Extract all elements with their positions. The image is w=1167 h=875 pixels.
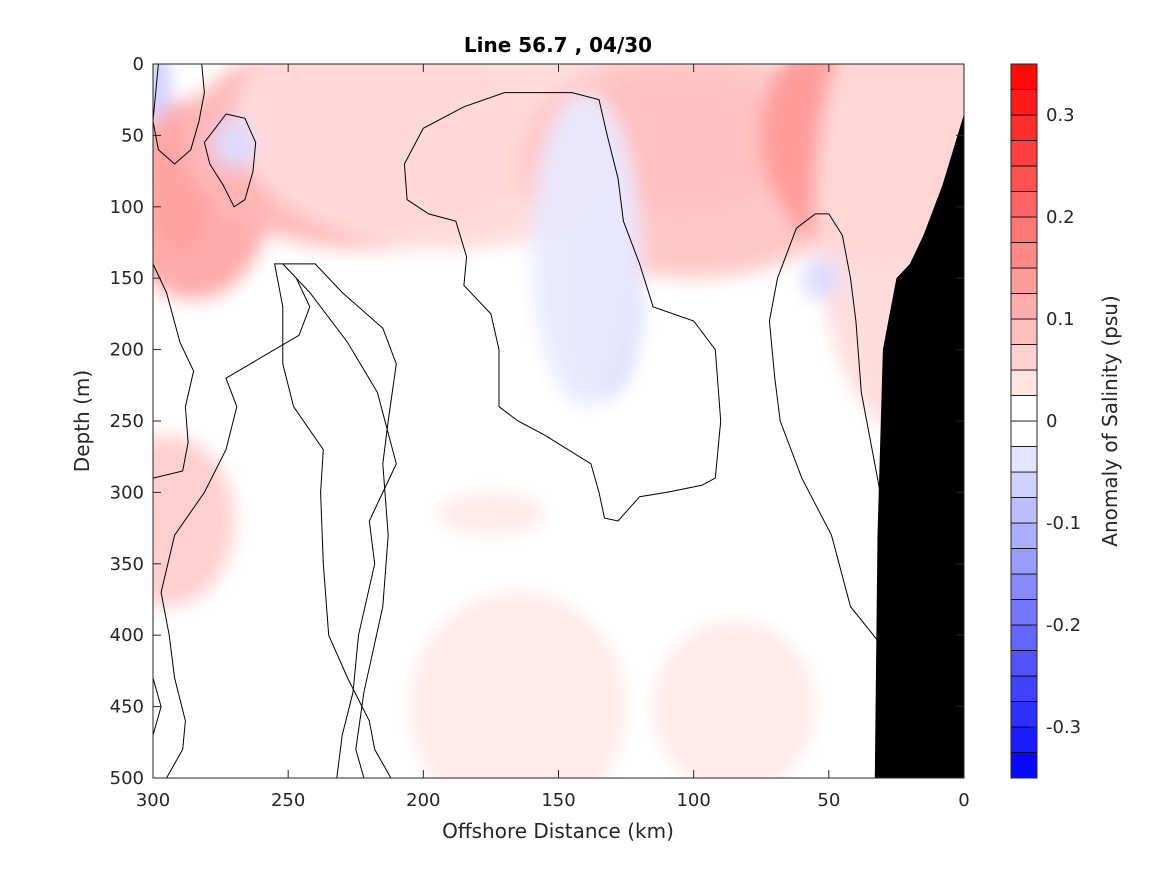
zero-contour-5	[403, 92, 722, 522]
x-tick-label: 150	[541, 790, 575, 811]
colorbar-level	[1010, 420, 1038, 447]
zero-contours	[153, 64, 919, 778]
zero-contour-6	[768, 213, 919, 679]
x-axis-label: Offshore Distance (km)	[442, 819, 674, 843]
anomaly-blob-18	[153, 64, 170, 122]
anomaly-field	[153, 64, 964, 778]
zero-contour-2	[160, 263, 397, 778]
zero-contour-3	[153, 263, 195, 479]
colorbar-tick-label: 0.2	[1046, 207, 1075, 228]
anomaly-blob-15	[531, 92, 640, 407]
colorbar-level	[1010, 395, 1038, 422]
anomaly-blob-13	[436, 492, 545, 536]
y-tick-label: 0	[133, 54, 144, 75]
y-tick-label: 450	[110, 697, 144, 718]
land-mask	[874, 114, 964, 778]
colorbar-tick-label: -0.2	[1046, 615, 1081, 636]
y-tick-label: 250	[110, 411, 144, 432]
colorbar-level	[1010, 471, 1038, 498]
colorbar-level	[1010, 599, 1038, 626]
colorbar-level	[1010, 89, 1038, 116]
x-tick-label: 100	[676, 790, 710, 811]
colorbar-level	[1010, 701, 1038, 728]
colorbar-tick-label: -0.1	[1046, 513, 1081, 534]
y-tick-label: 300	[110, 482, 144, 503]
colorbar-level	[1010, 242, 1038, 269]
colorbar-level	[1010, 446, 1038, 473]
y-tick-label: 200	[110, 340, 144, 361]
x-tick-label: 200	[406, 790, 440, 811]
colorbar-level	[1010, 267, 1038, 294]
colorbar-tick-label: 0.3	[1046, 105, 1075, 126]
y-axis: 0 50 100 150 200 250 300 350 400 450 500	[110, 54, 964, 789]
x-tick-label: 0	[958, 790, 969, 811]
zero-contour-1	[203, 113, 257, 208]
colorbar-level	[1010, 293, 1038, 320]
y-tick-label: 100	[110, 197, 144, 218]
y-axis-label: Depth (m)	[70, 370, 94, 472]
x-tick-label: 250	[271, 790, 305, 811]
colorbar-tick-label: -0.3	[1046, 717, 1081, 738]
anomaly-blob-16	[212, 116, 256, 169]
colorbar-level	[1010, 650, 1038, 677]
colorbar-level	[1010, 548, 1038, 575]
colorbar-level	[1010, 344, 1038, 371]
colorbar-level	[1010, 497, 1038, 524]
colorbar-tick-label: 0	[1046, 411, 1057, 432]
y-tick-label: 500	[110, 768, 144, 789]
y-tick-label: 50	[121, 125, 144, 146]
colorbar-level	[1010, 726, 1038, 753]
x-tick-label: 50	[817, 790, 840, 811]
colorbar-tick-label: 0.1	[1046, 309, 1075, 330]
chart-title: Line 56.7 , 04/30	[464, 33, 652, 57]
anomaly-blob-17	[801, 256, 840, 300]
zero-contour-4	[153, 677, 162, 736]
land-shape	[874, 114, 964, 778]
colorbar-level	[1010, 114, 1038, 141]
anomaly-blob-12	[653, 620, 816, 778]
zero-contour-7	[273, 263, 397, 778]
y-tick-label: 350	[110, 554, 144, 575]
colorbar: 0.3 0.2 0.1 0 -0.1 -0.2 -0.3	[1010, 63, 1081, 779]
colorbar-level	[1010, 624, 1038, 651]
colorbar-level	[1010, 165, 1038, 192]
colorbar-level	[1010, 318, 1038, 345]
anomaly-blob-10	[153, 435, 235, 607]
y-tick-label: 150	[110, 268, 144, 289]
colorbar-level	[1010, 752, 1038, 779]
colorbar-level	[1010, 369, 1038, 396]
anomaly-blob-11	[409, 592, 627, 778]
colorbar-level	[1010, 675, 1038, 702]
colorbar-level	[1010, 191, 1038, 218]
colorbar-level	[1010, 216, 1038, 243]
x-tick-label: 300	[136, 790, 170, 811]
colorbar-level	[1010, 63, 1038, 90]
x-axis: 300 250 200 150 100 50 0	[136, 64, 970, 811]
colorbar-level	[1010, 522, 1038, 549]
colorbar-level	[1010, 140, 1038, 167]
zero-contour-0	[153, 64, 205, 165]
colorbar-level	[1010, 573, 1038, 600]
colorbar-label: Anomaly of Salinity (psu)	[1098, 295, 1122, 546]
y-tick-label: 400	[110, 625, 144, 646]
